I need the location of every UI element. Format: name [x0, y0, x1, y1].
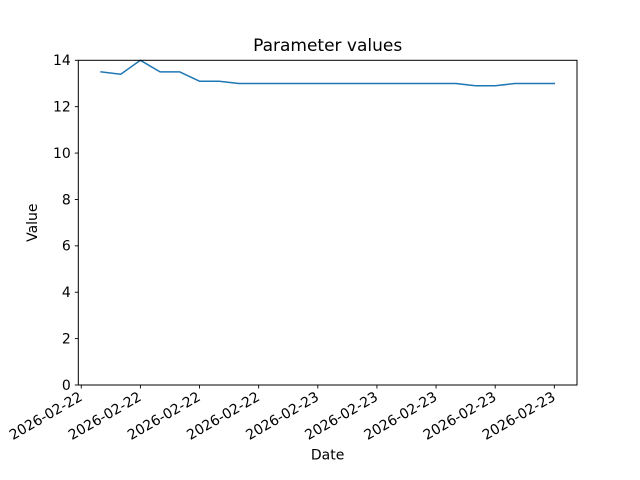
series-line [100, 59, 556, 87]
y-tick-label: 14 [53, 53, 71, 69]
y-tick-label: 10 [53, 146, 71, 162]
y-tick-label: 6 [62, 239, 71, 255]
y-tick-label: 12 [53, 99, 71, 115]
y-axis-label: Value [25, 203, 41, 241]
chart-title: Parameter values [253, 36, 402, 56]
axes-spines [77, 59, 578, 386]
x-axis-label: Date [311, 448, 344, 464]
y-tick-label: 0 [62, 378, 71, 394]
y-tick-label: 2 [62, 331, 71, 347]
y-tick-label: 8 [62, 192, 71, 208]
y-tick-label: 4 [62, 285, 71, 301]
y-axis: 0 2 4 6 8 10 12 14 [53, 53, 79, 394]
